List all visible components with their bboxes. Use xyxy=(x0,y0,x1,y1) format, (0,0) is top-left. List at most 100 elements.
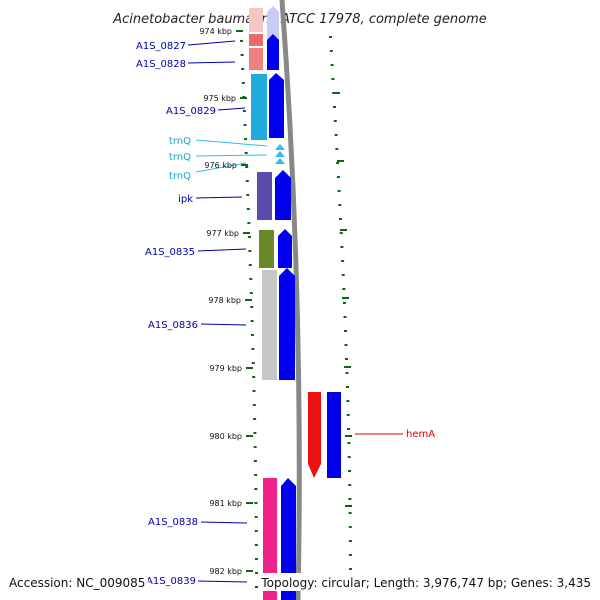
tick-dot xyxy=(347,456,351,458)
tick-dot xyxy=(254,516,258,518)
gene-label: A1S_0838 xyxy=(148,517,198,528)
tick-dot xyxy=(334,134,338,136)
tick-dot xyxy=(348,484,352,486)
tick-dot xyxy=(343,316,347,318)
tick-dot xyxy=(346,414,350,416)
tick-dot xyxy=(254,544,258,546)
tick-dot xyxy=(248,250,252,252)
tick-dot xyxy=(345,386,349,388)
genome-backbone xyxy=(279,0,302,600)
ruler-label: 981 kbp xyxy=(209,499,242,508)
cog-bar-tip xyxy=(308,464,321,478)
tick-dot xyxy=(342,288,346,290)
tick-dot xyxy=(240,40,243,42)
tick-dot xyxy=(347,428,351,430)
tick-dot xyxy=(342,302,346,304)
cog-bar xyxy=(262,270,277,380)
cds-arrow-A1S_0836 xyxy=(279,268,295,380)
tick-dot xyxy=(253,460,257,462)
cog-bar xyxy=(249,48,263,70)
trna-arrow xyxy=(275,158,285,164)
tick-dot xyxy=(254,530,258,532)
footer-bg xyxy=(258,573,594,591)
cds-arrow-A1S_0828 xyxy=(267,34,279,70)
tick-dot xyxy=(250,306,254,308)
tick-dot xyxy=(253,432,257,434)
gene-label: A1S_0835 xyxy=(145,247,195,258)
tick-dot xyxy=(331,78,335,80)
ruler-label: 976 kbp xyxy=(204,161,237,170)
tick-dot xyxy=(244,152,248,154)
tick-dot xyxy=(254,474,258,476)
tick-dot xyxy=(246,208,250,210)
ruler: 974 kbp 975 kbp 976 kbp 977 kbp 978 kbp … xyxy=(199,27,352,576)
gene-label: trnQ xyxy=(169,152,191,163)
tick-dot xyxy=(346,400,350,402)
tick-dot xyxy=(348,554,352,556)
tick-dot xyxy=(337,190,341,192)
tick-dot xyxy=(341,260,345,262)
gene-label: A1S_0839 xyxy=(146,576,196,587)
tick-dot xyxy=(252,390,256,392)
tick-dot xyxy=(247,236,251,238)
ruler-label: 977 kbp xyxy=(206,229,239,238)
gene-label: A1S_0827 xyxy=(136,41,186,52)
gene-labels: A1S_0827 A1S_0828 A1S_0829 trnQ trnQ trn… xyxy=(136,41,435,587)
tick-dot xyxy=(344,344,348,346)
cog-bar xyxy=(257,172,272,220)
tick-dot xyxy=(245,166,249,168)
gene-label: ipk xyxy=(178,194,193,205)
cds-arrow-A1S_0838 xyxy=(281,478,296,600)
tick-dot xyxy=(253,446,257,448)
tick-dot xyxy=(338,204,342,206)
gene-label: hemA xyxy=(406,429,435,440)
tick-dot xyxy=(348,470,351,472)
tick-dot xyxy=(329,36,332,38)
cds-arrow-A1S_0835 xyxy=(278,229,292,268)
tick-dot xyxy=(336,176,340,178)
cds-arrow-A1S_0827 xyxy=(267,6,279,44)
tick-dot xyxy=(339,232,343,234)
tick-dot xyxy=(255,586,258,588)
tick-dot xyxy=(249,292,253,294)
tick-dot xyxy=(254,502,258,504)
tick-dot xyxy=(345,372,349,374)
tick-dot xyxy=(244,138,248,140)
accession-text: Accession: NC_009085 xyxy=(9,576,145,590)
tick-dot xyxy=(330,64,334,66)
cog-bar xyxy=(249,34,263,46)
ruler-label: 974 kbp xyxy=(199,27,232,36)
tick-dot xyxy=(344,330,347,332)
tick-dot xyxy=(336,162,340,164)
tick-dot xyxy=(348,540,352,542)
tick-dot xyxy=(251,334,254,336)
ruler-label: 975 kbp xyxy=(203,94,236,103)
topology-text: Topology: circular; Length: 3,976,747 bp… xyxy=(260,576,591,590)
tick-dot xyxy=(252,404,256,406)
cog-bar xyxy=(263,478,277,600)
tick-dot xyxy=(250,320,254,322)
tick-dot xyxy=(348,526,352,528)
tick-dot xyxy=(240,54,244,56)
tick-dot xyxy=(348,498,352,500)
tick-dot xyxy=(247,222,251,224)
tick-dot xyxy=(252,376,256,378)
tick-dot xyxy=(254,558,258,560)
cog-bar xyxy=(308,392,321,464)
trna-arrow xyxy=(275,151,285,157)
ruler-label: 982 kbp xyxy=(209,567,242,576)
tick-dot xyxy=(251,348,255,350)
tick-dot xyxy=(249,278,253,280)
footer-bg xyxy=(8,573,148,591)
cog-bar xyxy=(259,230,274,268)
ruler-label: 979 kbp xyxy=(209,364,242,373)
tick-dot xyxy=(339,218,342,220)
cog-bar xyxy=(249,8,263,32)
tick-dot xyxy=(248,264,252,266)
gene-label: A1S_0828 xyxy=(136,59,186,70)
map-title: Acinetobacter baumannii ATCC 17978, comp… xyxy=(112,12,487,27)
tick-dot-tracks xyxy=(240,36,352,588)
tick-dot xyxy=(251,362,255,364)
tick-dot xyxy=(245,180,249,182)
